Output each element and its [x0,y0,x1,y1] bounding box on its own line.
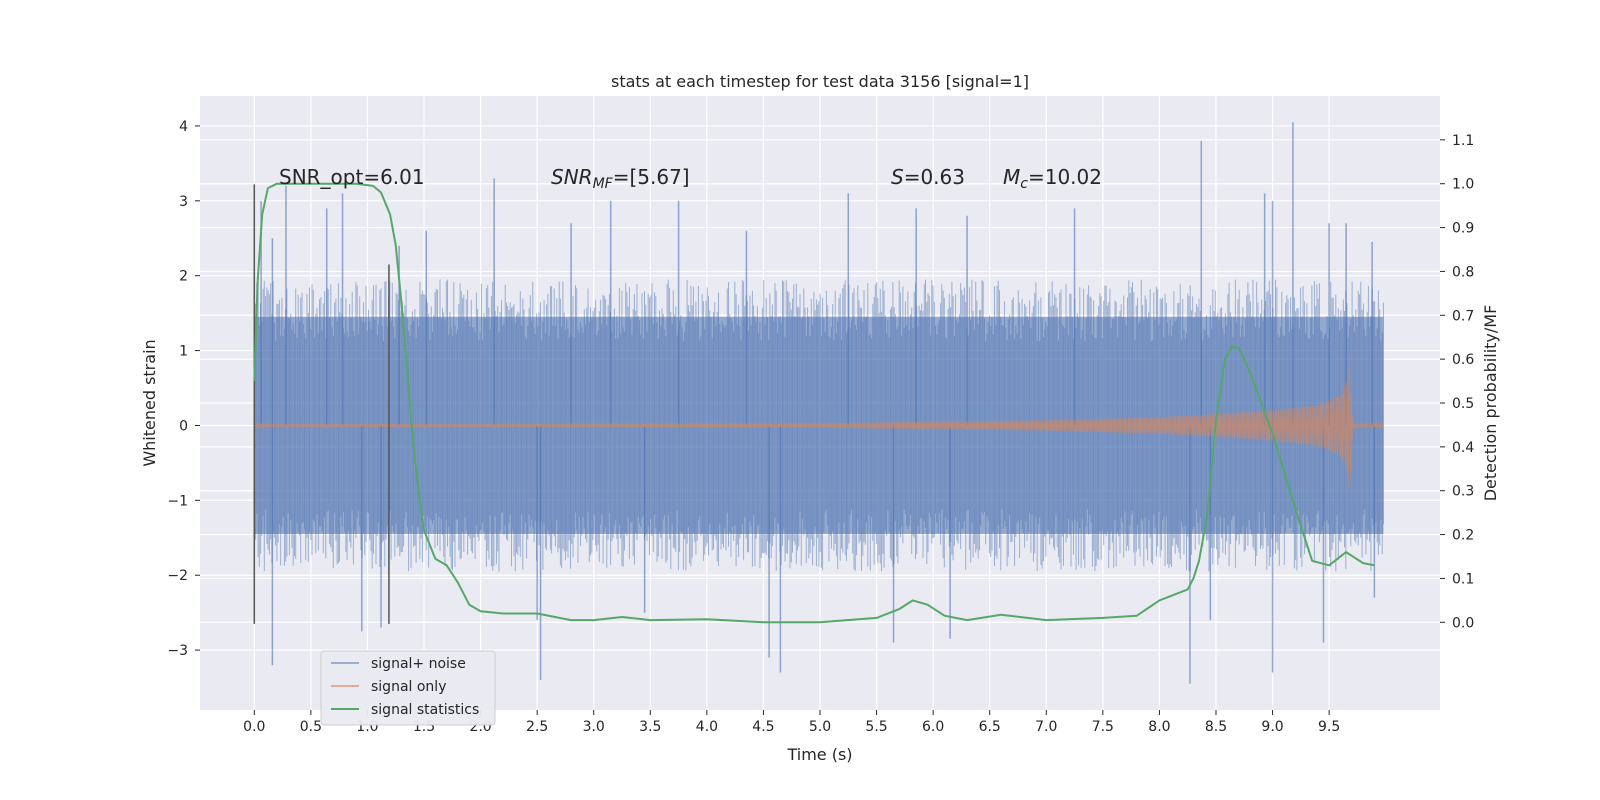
y-tick-label: −3 [167,643,188,659]
x-tick-label: 6.5 [979,719,1001,735]
y-tick-label: 3 [179,194,188,210]
annotation-s-symbol: S [891,165,904,189]
x-tick-label: 7.5 [1092,719,1114,735]
annotation-mc-value: =10.02 [1028,165,1102,189]
x-tick-label: 8.0 [1148,719,1170,735]
x-tick-label: 7.0 [1035,719,1057,735]
x-tick-label: 0.0 [243,719,265,735]
annotation-snr-mf-value: =[5.67] [613,165,690,189]
vertical-markers [253,184,390,624]
chart-title: stats at each timestep for test data 315… [611,72,1029,91]
y2-tick-label: 0.4 [1452,440,1474,456]
annotation-mc: Mc=10.02 [1003,165,1102,192]
y2-tick-label: 0.2 [1452,528,1474,544]
x-tick-label: 8.5 [1205,719,1227,735]
y2-tick-label: 0.0 [1452,615,1474,631]
x-tick-label: 9.5 [1318,719,1340,735]
y2-tick-label: 0.6 [1452,352,1474,368]
annotation-s: S=0.63 [891,165,965,189]
y-tick-label: −1 [167,493,188,509]
annotation-snr-mf: SNRMF=[5.67] [551,165,690,192]
annotation-mc-subscript: c [1020,176,1028,192]
y2-tick-label: 0.5 [1452,396,1474,412]
y2-tick-label: 1.0 [1452,177,1474,193]
annotation-snr-mf-symbol: SNR [551,165,593,189]
y2-tick-label: 0.7 [1452,308,1474,324]
x-tick-label: 3.0 [583,719,605,735]
annotation-mc-symbol: M [1003,165,1020,189]
y-tick-label: 1 [179,344,188,360]
x-tick-label: 0.5 [300,719,322,735]
y2-axis-label: Detection probability/MF [1481,305,1500,502]
y-tick-label: 0 [179,418,188,434]
y-axis-ticks: −3 −2 −1 0 1 2 3 4 [167,119,200,659]
x-tick-label: 5.0 [809,719,831,735]
annotation-s-value: =0.63 [904,165,965,189]
x-tick-label: 4.5 [752,719,774,735]
series-signal-only [253,353,1384,490]
y2-tick-label: 0.3 [1452,484,1474,500]
x-tick-label: 3.5 [639,719,661,735]
annotation-snr-opt: SNR_opt=6.01 [279,165,425,189]
x-tick-label: 5.5 [865,719,887,735]
x-tick-label: 2.5 [526,719,548,735]
signal-statistics-line [253,182,1375,624]
y2-tick-label: 0.9 [1452,221,1474,237]
legend-label-signal-only: signal only [371,679,446,695]
series-signal-statistics [253,182,1375,624]
y2-tick-label: 0.8 [1452,264,1474,280]
legend-label-signal-noise: signal+ noise [371,656,466,672]
y2-axis-ticks: 0.0 0.1 0.2 0.3 0.4 0.5 0.6 0.7 0.8 0.9 1.0 1.1 [1440,133,1474,631]
x-tick-label: 4.0 [696,719,718,735]
y2-tick-label: 0.1 [1452,571,1474,587]
y-axis-label: Whitened strain [140,339,159,466]
legend: signal+ noise signal only signal statist… [320,650,496,726]
x-axis-label: Time (s) [786,745,852,764]
y2-tick-label: 1.1 [1452,133,1474,149]
legend-label-signal-statistics: signal statistics [371,702,479,718]
annotation-snr-mf-subscript: MF [593,176,614,192]
y-tick-label: 2 [179,269,188,285]
signal-only-trace [253,353,1384,490]
y-tick-label: −2 [167,568,188,584]
x-tick-label: 9.0 [1261,719,1283,735]
y-tick-label: 4 [179,119,188,135]
legend-frame [320,650,496,726]
x-tick-label: 6.0 [922,719,944,735]
